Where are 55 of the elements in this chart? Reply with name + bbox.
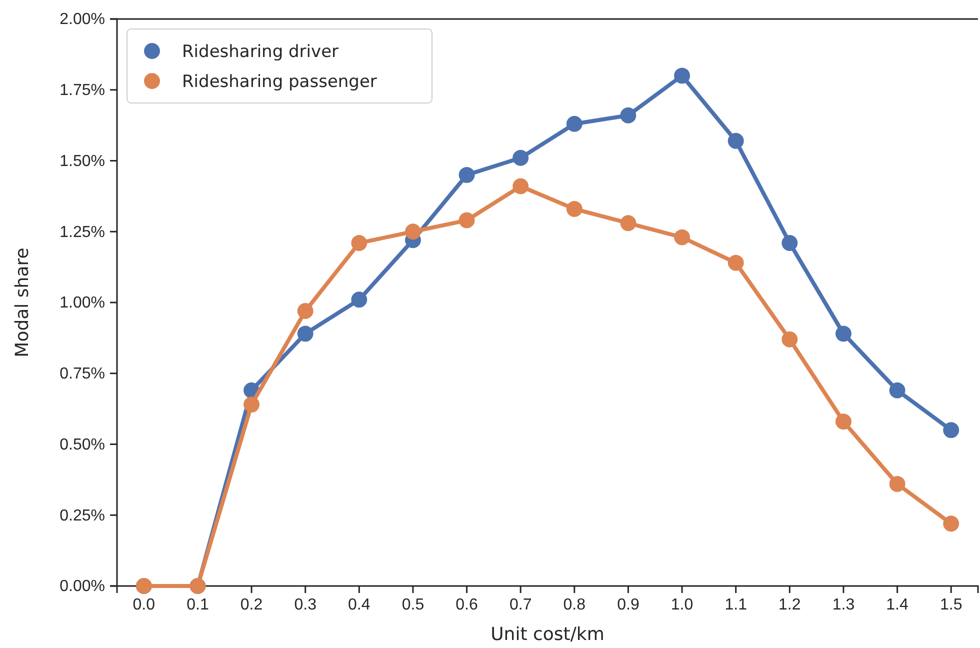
x-tick-label: 0.4 — [348, 596, 370, 614]
y-tick-label: 0.50% — [60, 436, 105, 454]
point — [620, 215, 636, 232]
point — [835, 414, 852, 430]
x-tick-label: 0.7 — [509, 596, 532, 614]
x-tick-label: 0.1 — [186, 596, 209, 614]
point — [297, 326, 314, 342]
y-tick-label: 0.25% — [60, 507, 105, 524]
point — [566, 200, 582, 217]
point — [943, 422, 960, 438]
point — [244, 396, 260, 413]
point — [674, 68, 690, 84]
legend-label: Ridesharing passenger — [182, 72, 377, 92]
point — [835, 326, 852, 342]
x-tick-label: 0.3 — [294, 596, 317, 614]
x-tick-label: 0.9 — [617, 596, 640, 614]
point — [512, 150, 529, 166]
point — [351, 292, 368, 308]
x-tick-label: 0.0 — [132, 596, 156, 614]
point — [782, 235, 798, 251]
y-axis-title: Modal share — [12, 248, 33, 358]
point — [512, 178, 529, 194]
legend-label: Ridesharing driver — [182, 42, 339, 62]
x-tick-label: 1.5 — [940, 596, 962, 614]
point — [566, 116, 582, 132]
point — [889, 382, 906, 398]
point — [458, 166, 475, 183]
y-tick-label: 1.75% — [60, 82, 105, 99]
y-tick-label: 1.50% — [60, 152, 105, 170]
point — [297, 303, 314, 319]
x-tick-label: 1.2 — [778, 596, 801, 614]
x-tick-label: 1.1 — [724, 596, 748, 614]
point — [728, 132, 744, 149]
y-tick-label: 1.00% — [60, 294, 105, 312]
x-tick-label: 1.4 — [886, 596, 908, 614]
point — [458, 212, 475, 228]
x-tick-label: 1.0 — [670, 596, 694, 614]
point — [943, 516, 960, 532]
point — [620, 107, 636, 124]
x-tick-label: 1.3 — [832, 596, 855, 614]
point — [404, 224, 421, 240]
point — [674, 229, 690, 246]
y-tick-label: 1.25% — [60, 224, 105, 241]
point — [889, 476, 906, 492]
y-tick-label: 2.00% — [60, 11, 105, 28]
y-tick-label: 0.00% — [60, 578, 105, 596]
x-tick-label: 0.5 — [402, 596, 424, 614]
y-tick-label: 0.75% — [60, 365, 105, 382]
x-tick-label: 0.8 — [563, 596, 586, 614]
x-tick-label: 0.6 — [456, 596, 478, 614]
point — [351, 235, 368, 251]
point — [728, 254, 744, 271]
point — [782, 331, 798, 348]
x-tick-label: 0.2 — [240, 596, 263, 614]
x-axis-title: Unit cost/km — [490, 624, 604, 645]
